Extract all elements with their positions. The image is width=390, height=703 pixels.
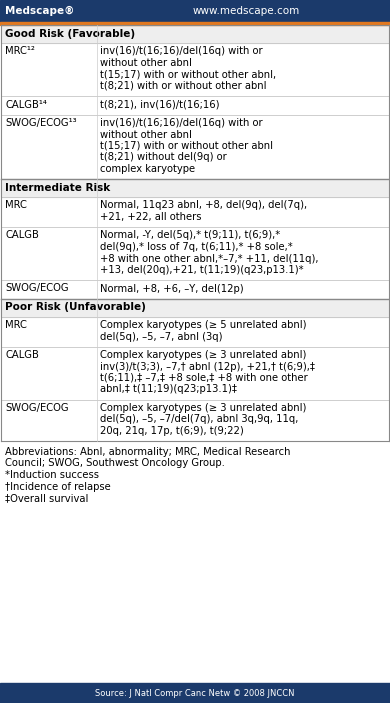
Text: Normal, -Y, del(5q),* t(9;11), t(6;9),*: Normal, -Y, del(5q),* t(9;11), t(6;9),*: [100, 231, 280, 240]
Text: SWOG/ECOG: SWOG/ECOG: [5, 403, 69, 413]
Text: Source: J Natl Compr Canc Netw © 2008 JNCCN: Source: J Natl Compr Canc Netw © 2008 JN…: [95, 688, 295, 697]
Text: inv(16)/t(16;16)/del(16q) with or: inv(16)/t(16;16)/del(16q) with or: [100, 118, 262, 128]
Text: inv(3)/t(3;3), –7,† abnl (12p), +21,† t(6;9),‡: inv(3)/t(3;3), –7,† abnl (12p), +21,† t(…: [100, 361, 315, 371]
Text: without other abnl: without other abnl: [100, 58, 192, 68]
Text: CALGB: CALGB: [5, 350, 39, 360]
Text: Complex karyotypes (≥ 3 unrelated abnl): Complex karyotypes (≥ 3 unrelated abnl): [100, 403, 307, 413]
Text: Complex karyotypes (≥ 5 unrelated abnl): Complex karyotypes (≥ 5 unrelated abnl): [100, 320, 307, 330]
Bar: [0, 683, 390, 703]
Text: Medscape®: Medscape®: [5, 6, 74, 16]
Text: inv(16)/t(16;16)/del(16q) with or: inv(16)/t(16;16)/del(16q) with or: [100, 46, 262, 56]
Text: CALGB¹⁴: CALGB¹⁴: [5, 100, 47, 110]
Text: t(8;21) with or without other abnl: t(8;21) with or without other abnl: [100, 81, 266, 91]
Text: *Induction success: *Induction success: [5, 470, 99, 480]
Bar: [1, 179, 389, 197]
Text: +13, del(20q),+21, t(11;19)(q23,p13.1)*: +13, del(20q),+21, t(11;19)(q23,p13.1)*: [100, 265, 304, 275]
Text: SWOG/ECOG: SWOG/ECOG: [5, 283, 69, 293]
Bar: [0, 0, 390, 22]
Text: MRC: MRC: [5, 320, 27, 330]
Text: t(8;21) without del(9q) or: t(8;21) without del(9q) or: [100, 153, 227, 162]
Text: Abbreviations: Abnl, abnormality; MRC, Medical Research: Abbreviations: Abnl, abnormality; MRC, M…: [5, 447, 291, 457]
Text: t(15;17) with or without other abnl,: t(15;17) with or without other abnl,: [100, 70, 276, 79]
Text: www.medscape.com: www.medscape.com: [192, 6, 300, 16]
Text: Intermediate Risk: Intermediate Risk: [5, 183, 110, 193]
Text: del(5q), –5, –7/del(7q), abnl 3q,9q, 11q,: del(5q), –5, –7/del(7q), abnl 3q,9q, 11q…: [100, 415, 298, 425]
Text: t(6;11),‡ –7,‡ +8 sole,‡ +8 with one other: t(6;11),‡ –7,‡ +8 sole,‡ +8 with one oth…: [100, 373, 308, 383]
Text: del(9q),* loss of 7q, t(6;11),* +8 sole,*: del(9q),* loss of 7q, t(6;11),* +8 sole,…: [100, 242, 293, 252]
Text: Normal, +8, +6, –Y, del(12p): Normal, +8, +6, –Y, del(12p): [100, 283, 244, 293]
Text: abnl,‡ t(11;19)(q23;p13.1)‡: abnl,‡ t(11;19)(q23;p13.1)‡: [100, 385, 237, 394]
Text: MRC¹²: MRC¹²: [5, 46, 35, 56]
Bar: [0, 22, 390, 25]
Text: Poor Risk (Unfavorable): Poor Risk (Unfavorable): [5, 302, 146, 313]
Bar: [1, 25, 389, 43]
Text: t(15;17) with or without other abnl: t(15;17) with or without other abnl: [100, 141, 273, 151]
Text: t(8;21), inv(16)/t(16;16): t(8;21), inv(16)/t(16;16): [100, 100, 220, 110]
Text: †Incidence of relapse: †Incidence of relapse: [5, 482, 111, 491]
Text: ‡Overall survival: ‡Overall survival: [5, 493, 89, 503]
Text: Complex karyotypes (≥ 3 unrelated abnl): Complex karyotypes (≥ 3 unrelated abnl): [100, 350, 307, 360]
Text: +21, +22, all others: +21, +22, all others: [100, 212, 202, 222]
Bar: [1, 299, 389, 316]
Text: del(5q), –5, –7, abnl (3q): del(5q), –5, –7, abnl (3q): [100, 332, 223, 342]
Text: SWOG/ECOG¹³: SWOG/ECOG¹³: [5, 118, 76, 128]
Text: 20q, 21q, 17p, t(6;9), t(9;22): 20q, 21q, 17p, t(6;9), t(9;22): [100, 426, 244, 436]
Text: +8 with one other abnl,*–7,* +11, del(11q),: +8 with one other abnl,*–7,* +11, del(11…: [100, 254, 319, 264]
Text: CALGB: CALGB: [5, 231, 39, 240]
Text: MRC: MRC: [5, 200, 27, 210]
Text: without other abnl: without other abnl: [100, 129, 192, 139]
Text: Normal, 11q23 abnl, +8, del(9q), del(7q),: Normal, 11q23 abnl, +8, del(9q), del(7q)…: [100, 200, 307, 210]
Text: Good Risk (Favorable): Good Risk (Favorable): [5, 29, 135, 39]
Text: Council; SWOG, Southwest Oncology Group.: Council; SWOG, Southwest Oncology Group.: [5, 458, 225, 468]
Text: complex karyotype: complex karyotype: [100, 164, 195, 174]
